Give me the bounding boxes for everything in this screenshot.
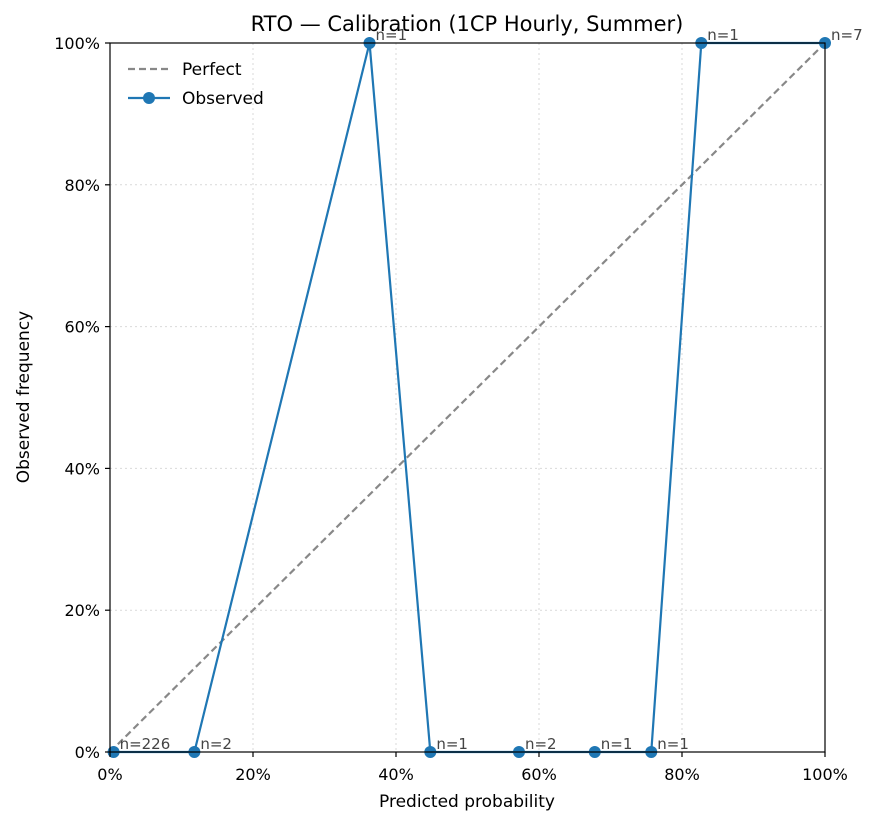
x-tick-label: 100% <box>802 765 848 784</box>
x-tick-label: 0% <box>97 765 122 784</box>
x-tick-label: 20% <box>235 765 271 784</box>
data-label: n=1 <box>707 26 739 44</box>
data-label: n=2 <box>525 735 557 753</box>
series-line-perfect <box>109 42 826 753</box>
y-tick-label: 100% <box>54 34 100 53</box>
legend-label-observed: Observed <box>182 89 264 109</box>
series-line-observed <box>113 41 825 754</box>
y-tick-label: 60% <box>64 318 100 337</box>
x-tick-label: 40% <box>378 765 414 784</box>
data-label: n=1 <box>657 735 689 753</box>
x-tick-label: 80% <box>664 765 700 784</box>
data-label: n=7 <box>831 26 863 44</box>
chart-title: RTO — Calibration (1CP Hourly, Summer) <box>251 12 684 36</box>
y-tick-label: 40% <box>64 459 100 478</box>
plot-frame <box>109 42 826 753</box>
legend: Perfect Observed <box>128 60 264 109</box>
y-tick-label: 0% <box>75 743 100 762</box>
legend-label-perfect: Perfect <box>182 60 242 80</box>
y-tick-label: 20% <box>64 601 100 620</box>
y-axis-label: Observed frequency <box>14 311 34 483</box>
legend-marker-observed <box>143 92 155 104</box>
series-layer: n=226 n=2 n=1 n=1 n=2 n=1 n=1 n=1 n=7 <box>107 26 863 758</box>
y-tick-label: 80% <box>64 176 100 195</box>
x-tick-label: 60% <box>521 765 557 784</box>
x-axis-label: Predicted probability <box>379 792 555 812</box>
axis-ticks: 0% 20% 40% 60% 80% 100% 0% 20% 40% 60% 80% 100% <box>54 34 848 784</box>
data-label: n=1 <box>601 735 633 753</box>
data-label: n=226 <box>120 735 171 753</box>
data-label: n=1 <box>436 735 468 753</box>
data-label: n=2 <box>200 735 232 753</box>
data-label: n=1 <box>376 26 408 44</box>
